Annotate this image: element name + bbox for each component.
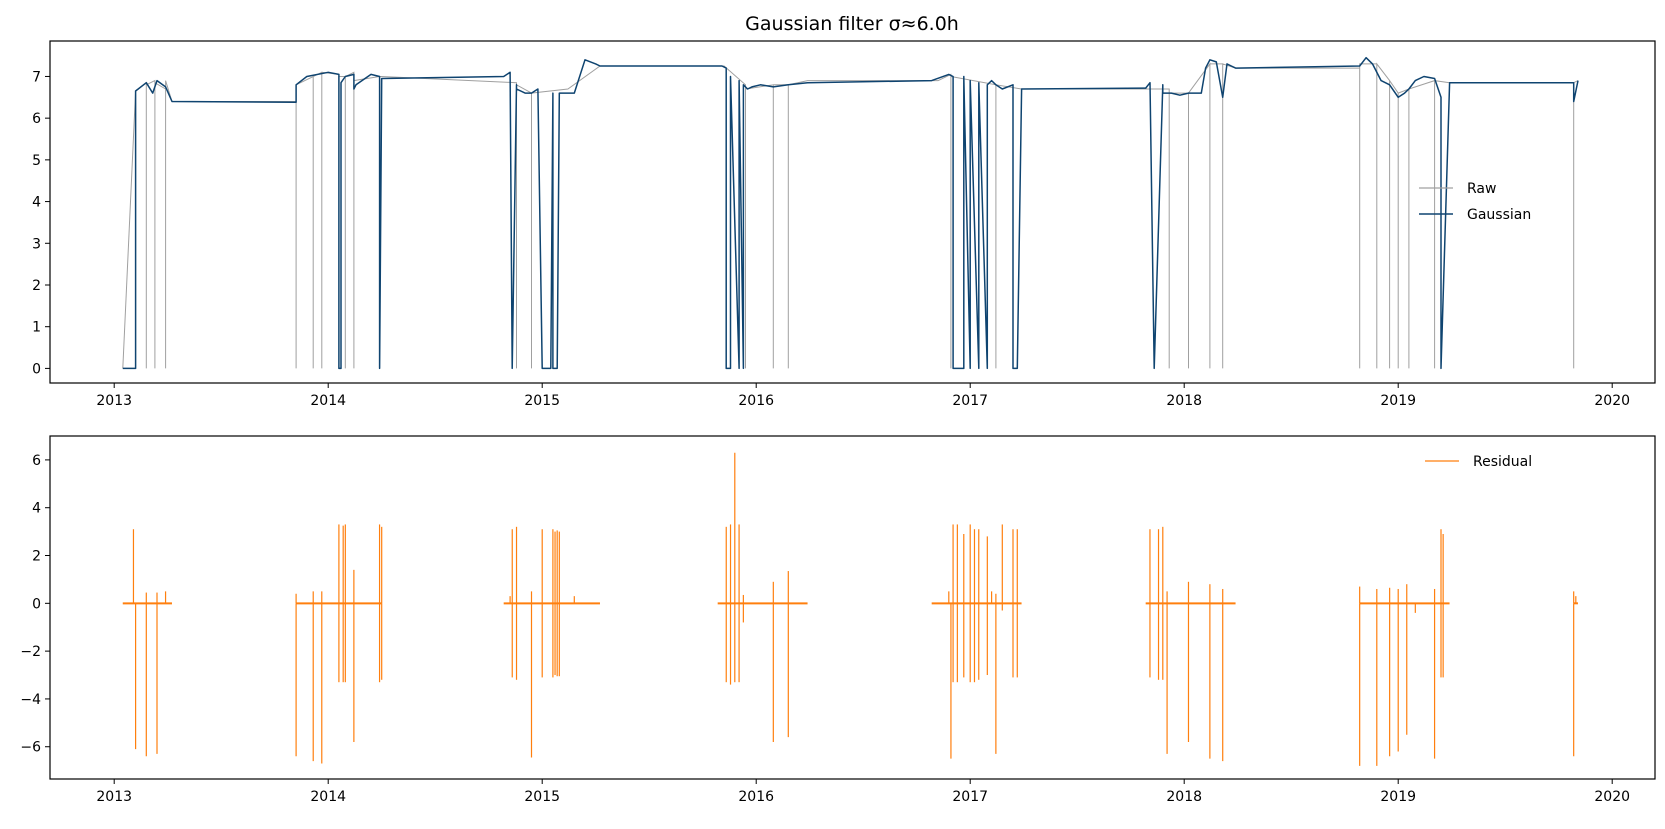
bottom-x-tick-label: 2019 [1380, 789, 1416, 805]
top-x-tick-label: 2020 [1594, 393, 1630, 409]
top-series-layer [122, 56, 1579, 370]
top-y-tick-label: 7 [32, 69, 41, 85]
top-x-tick-label: 2013 [96, 393, 132, 409]
top-y-tick-label: 2 [32, 278, 41, 294]
top-x-tick-label: 2015 [524, 393, 560, 409]
top-x-tick-label: 2014 [310, 393, 346, 409]
bottom-x-tick-label: 2017 [952, 789, 988, 805]
bottom-y-tick-label: −4 [20, 692, 41, 708]
top-panel: 0 1 2 3 4 5 6 7 2013 2014 2015 2016 2017 2018 2019 202… [32, 40, 1656, 409]
top-x-axis: 2013 2014 2015 2016 2017 2018 2019 2020 [96, 383, 1630, 409]
top-legend: Raw Gaussian [1419, 181, 1531, 223]
top-x-tick-label: 2017 [952, 393, 988, 409]
top-y-axis: 0 1 2 3 4 5 6 7 [32, 69, 50, 377]
bottom-y-tick-label: 6 [32, 453, 41, 469]
bottom-x-axis: 2013 2014 2015 2016 2017 2018 2019 2020 [96, 779, 1630, 805]
top-y-tick-label: 5 [32, 153, 41, 169]
legend-label-gaussian: Gaussian [1467, 207, 1531, 223]
top-y-tick-label: 3 [32, 236, 41, 252]
bottom-axes-frame [49, 435, 1656, 780]
top-x-tick-label: 2019 [1380, 393, 1416, 409]
bottom-y-tick-label: 2 [32, 549, 41, 565]
bottom-x-tick-label: 2020 [1594, 789, 1630, 805]
top-y-tick-label: 1 [32, 320, 41, 336]
bottom-y-tick-label: 0 [32, 596, 41, 612]
bottom-y-tick-label: −2 [20, 644, 41, 660]
bottom-series-layer [122, 452, 1578, 766]
bottom-x-tick-label: 2015 [524, 789, 560, 805]
top-x-tick-label: 2018 [1166, 393, 1202, 409]
series-gaussian-line [122, 56, 1579, 370]
bottom-y-axis: −6 −4 −2 0 2 4 6 [20, 453, 50, 756]
top-y-tick-label: 6 [32, 111, 41, 127]
bottom-legend: Residual [1425, 454, 1532, 470]
bottom-x-tick-label: 2016 [738, 789, 774, 805]
series-raw-line [122, 62, 1579, 369]
bottom-x-tick-label: 2018 [1166, 789, 1202, 805]
top-x-tick-label: 2016 [738, 393, 774, 409]
chart-title: Gaussian filter σ≈6.0h [745, 13, 959, 35]
bottom-y-tick-label: 4 [32, 501, 41, 517]
bottom-y-tick-label: −6 [20, 740, 41, 756]
legend-label-residual: Residual [1473, 454, 1532, 470]
bottom-x-tick-label: 2014 [310, 789, 346, 805]
top-y-tick-label: 4 [32, 195, 41, 211]
bottom-x-tick-label: 2013 [96, 789, 132, 805]
top-y-tick-label: 0 [32, 361, 41, 377]
legend-label-raw: Raw [1467, 181, 1496, 197]
top-axes-frame [49, 40, 1656, 384]
